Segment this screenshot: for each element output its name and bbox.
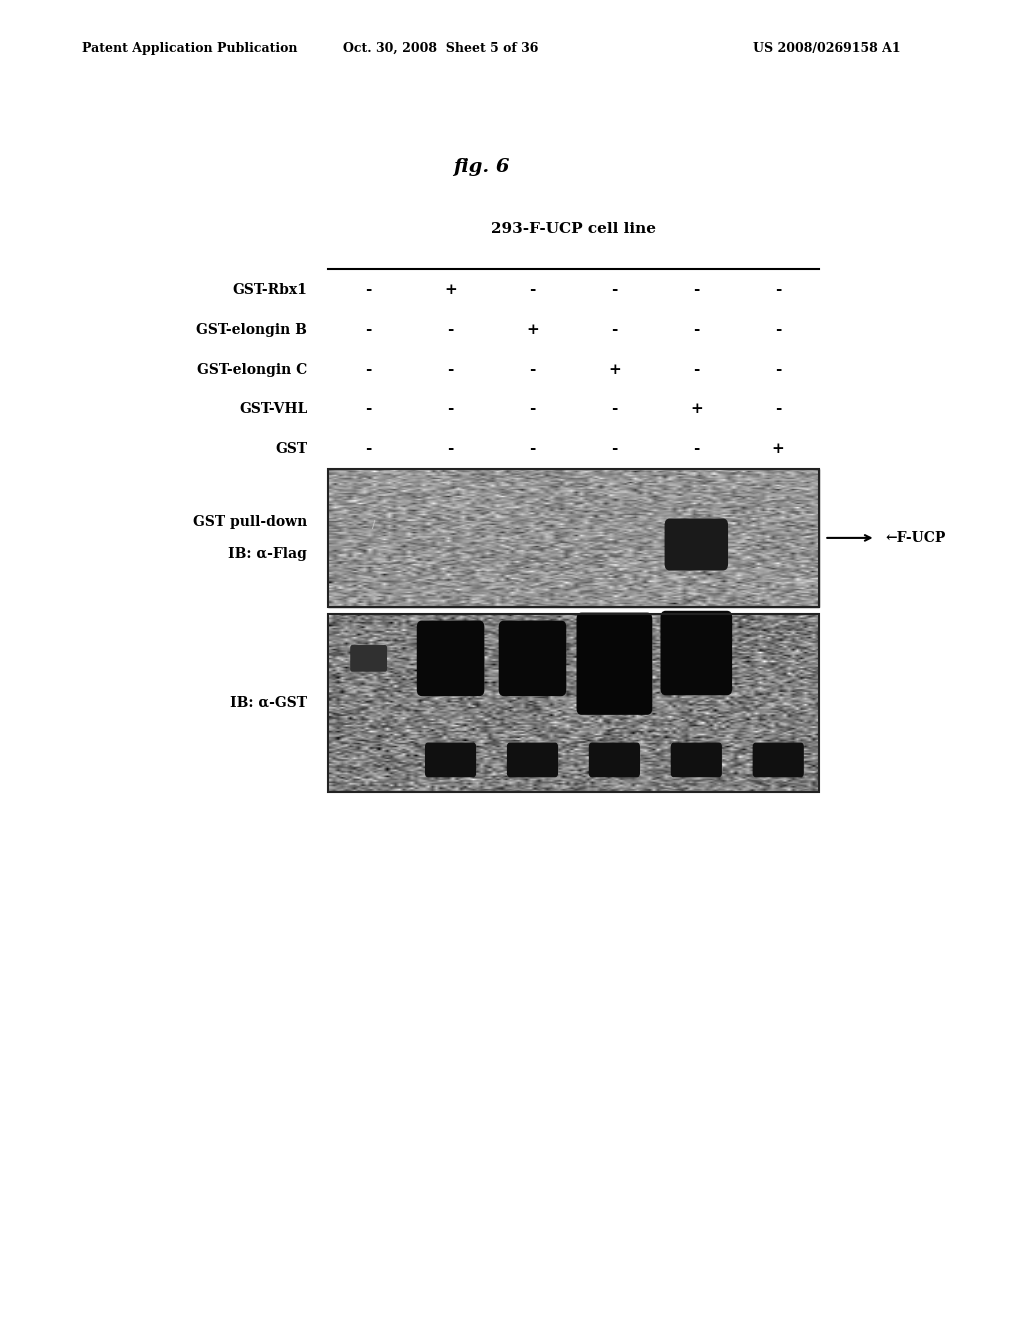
FancyBboxPatch shape xyxy=(425,743,476,777)
Text: 293-F-UCP cell line: 293-F-UCP cell line xyxy=(490,222,656,236)
Text: -: - xyxy=(366,363,372,376)
Text: -: - xyxy=(611,284,617,297)
Text: -: - xyxy=(366,284,372,297)
Text: -: - xyxy=(693,284,699,297)
Text: GST-Rbx1: GST-Rbx1 xyxy=(232,284,307,297)
FancyBboxPatch shape xyxy=(417,620,484,696)
Text: Patent Application Publication: Patent Application Publication xyxy=(82,42,297,55)
Text: -: - xyxy=(366,403,372,416)
Text: GST-VHL: GST-VHL xyxy=(239,403,307,416)
Text: -: - xyxy=(366,323,372,337)
FancyBboxPatch shape xyxy=(671,743,722,777)
Text: -: - xyxy=(775,284,781,297)
Text: -: - xyxy=(611,323,617,337)
Text: GST-elongin C: GST-elongin C xyxy=(197,363,307,376)
Text: -: - xyxy=(775,363,781,376)
FancyBboxPatch shape xyxy=(507,743,558,777)
Text: -: - xyxy=(447,442,454,455)
FancyBboxPatch shape xyxy=(589,743,640,777)
Text: -: - xyxy=(775,403,781,416)
FancyBboxPatch shape xyxy=(328,469,819,607)
Text: -: - xyxy=(611,442,617,455)
Text: -: - xyxy=(611,403,617,416)
Text: -: - xyxy=(529,363,536,376)
FancyBboxPatch shape xyxy=(350,645,387,672)
Text: +: + xyxy=(444,284,457,297)
FancyBboxPatch shape xyxy=(660,611,732,696)
Text: IB: α-GST: IB: α-GST xyxy=(230,696,307,710)
FancyBboxPatch shape xyxy=(499,620,566,696)
Text: +: + xyxy=(772,442,784,455)
Text: fig. 6: fig. 6 xyxy=(453,158,510,177)
Text: +: + xyxy=(526,323,539,337)
Text: -: - xyxy=(693,323,699,337)
Text: /: / xyxy=(372,520,376,529)
Text: -: - xyxy=(447,323,454,337)
Text: GST-elongin B: GST-elongin B xyxy=(197,323,307,337)
Text: -: - xyxy=(693,363,699,376)
FancyBboxPatch shape xyxy=(753,743,804,777)
Text: US 2008/0269158 A1: US 2008/0269158 A1 xyxy=(754,42,901,55)
Text: -: - xyxy=(447,403,454,416)
Text: -: - xyxy=(775,323,781,337)
Text: -: - xyxy=(366,442,372,455)
Text: -: - xyxy=(693,442,699,455)
Text: GST pull-down: GST pull-down xyxy=(193,515,307,529)
FancyBboxPatch shape xyxy=(581,620,648,696)
Text: GST: GST xyxy=(275,442,307,455)
Text: Oct. 30, 2008  Sheet 5 of 36: Oct. 30, 2008 Sheet 5 of 36 xyxy=(343,42,538,55)
Text: -: - xyxy=(529,284,536,297)
Text: ←F-UCP: ←F-UCP xyxy=(886,531,946,545)
Text: +: + xyxy=(608,363,621,376)
Text: IB: α-Flag: IB: α-Flag xyxy=(228,546,307,561)
Text: +: + xyxy=(690,403,702,416)
Text: -: - xyxy=(529,442,536,455)
FancyBboxPatch shape xyxy=(577,612,652,715)
Text: -: - xyxy=(529,403,536,416)
Text: -: - xyxy=(447,363,454,376)
FancyBboxPatch shape xyxy=(328,614,819,792)
FancyBboxPatch shape xyxy=(665,519,728,570)
